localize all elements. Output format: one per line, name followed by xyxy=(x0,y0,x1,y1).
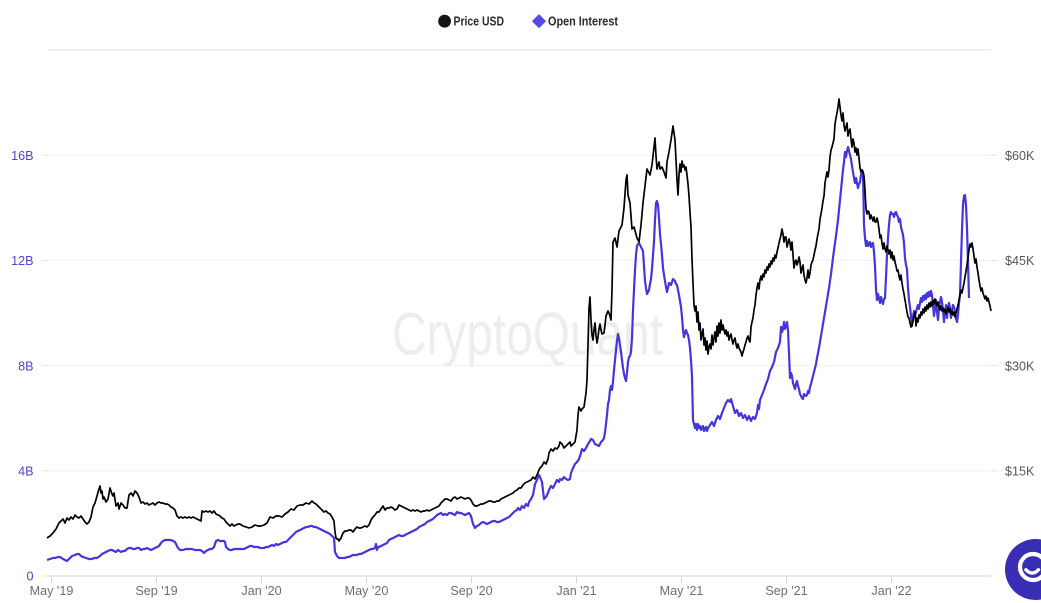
svg-text:Sep '20: Sep '20 xyxy=(450,584,492,598)
svg-text:Sep '19: Sep '19 xyxy=(135,584,177,598)
svg-text:$45K: $45K xyxy=(1005,254,1035,268)
svg-text:4B: 4B xyxy=(18,465,33,479)
svg-text:Open Interest: Open Interest xyxy=(548,13,619,28)
svg-text:Jan '22: Jan '22 xyxy=(871,584,911,598)
svg-text:Price USD: Price USD xyxy=(454,13,505,28)
svg-text:$30K: $30K xyxy=(1005,359,1035,373)
svg-text:$60K: $60K xyxy=(1005,149,1035,163)
svg-text:Sep '21: Sep '21 xyxy=(765,584,807,598)
svg-text:Jan '20: Jan '20 xyxy=(241,584,281,598)
svg-text:16B: 16B xyxy=(11,149,33,163)
svg-text:May '21: May '21 xyxy=(660,584,704,598)
svg-text:8B: 8B xyxy=(18,359,33,373)
svg-text:Jan '21: Jan '21 xyxy=(556,584,596,598)
svg-text:0: 0 xyxy=(26,570,33,584)
svg-text:May '19: May '19 xyxy=(30,584,74,598)
svg-text:May '20: May '20 xyxy=(345,584,389,598)
svg-text:$15K: $15K xyxy=(1005,465,1035,479)
svg-text:12B: 12B xyxy=(11,254,33,268)
